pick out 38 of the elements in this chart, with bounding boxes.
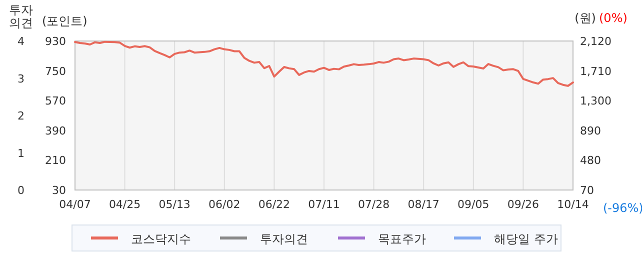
x-tick-label: 05/13 bbox=[158, 198, 190, 211]
y2-tick-label: 480 bbox=[580, 154, 601, 168]
y-tick-label: 570 bbox=[45, 94, 66, 108]
y2-tick-label: 1,710 bbox=[580, 64, 612, 78]
y-tick-label: 930 bbox=[45, 35, 66, 48]
y2-axis-title: (원) bbox=[574, 11, 596, 25]
y2-tick-label: 2,120 bbox=[580, 35, 612, 48]
text: (-96%) bbox=[603, 201, 642, 215]
y3-axis-title: 투자의견 bbox=[9, 3, 33, 30]
y2-tick-label: 70 bbox=[580, 184, 594, 197]
x-tick-label: 06/22 bbox=[258, 198, 290, 211]
x-tick-label: 08/17 bbox=[408, 198, 440, 211]
legend-label: 투자의견 bbox=[260, 232, 308, 246]
y3-tick-label: 2 bbox=[18, 110, 24, 122]
x-tick-label: 07/11 bbox=[308, 198, 340, 211]
y3-tick-label: 4 bbox=[18, 35, 24, 48]
x-tick-label: 06/02 bbox=[208, 198, 240, 211]
y2-tick-label: 890 bbox=[580, 124, 601, 138]
y-axis-title: (포인트) bbox=[42, 14, 88, 28]
text: (0%) bbox=[599, 11, 628, 25]
x-tick-label: 09/26 bbox=[507, 198, 540, 211]
y3-tick-label: 0 bbox=[18, 184, 24, 197]
x-tick-label: 10/14 bbox=[557, 198, 589, 211]
y3-tick-label: 1 bbox=[18, 146, 24, 160]
x-tick-label: 09/05 bbox=[458, 198, 490, 211]
x-tick-label: 04/25 bbox=[108, 198, 141, 211]
legend-label: 목표주가 bbox=[378, 232, 426, 246]
y-tick-label: 390 bbox=[45, 124, 66, 138]
legend-label: 코스닥지수 bbox=[131, 232, 191, 246]
x-tick-label: 07/28 bbox=[358, 198, 390, 211]
y3-tick-label: 3 bbox=[18, 72, 24, 86]
x-tick-label: 04/07 bbox=[59, 198, 91, 211]
y-tick-label: 750 bbox=[45, 64, 66, 78]
y2-tick-label: 1,300 bbox=[580, 94, 612, 108]
line-series bbox=[74, 40, 574, 87]
legend-label: 해당일 주가 bbox=[494, 232, 558, 246]
y-tick-label: 30 bbox=[52, 184, 66, 197]
y-tick-label: 210 bbox=[45, 154, 66, 168]
